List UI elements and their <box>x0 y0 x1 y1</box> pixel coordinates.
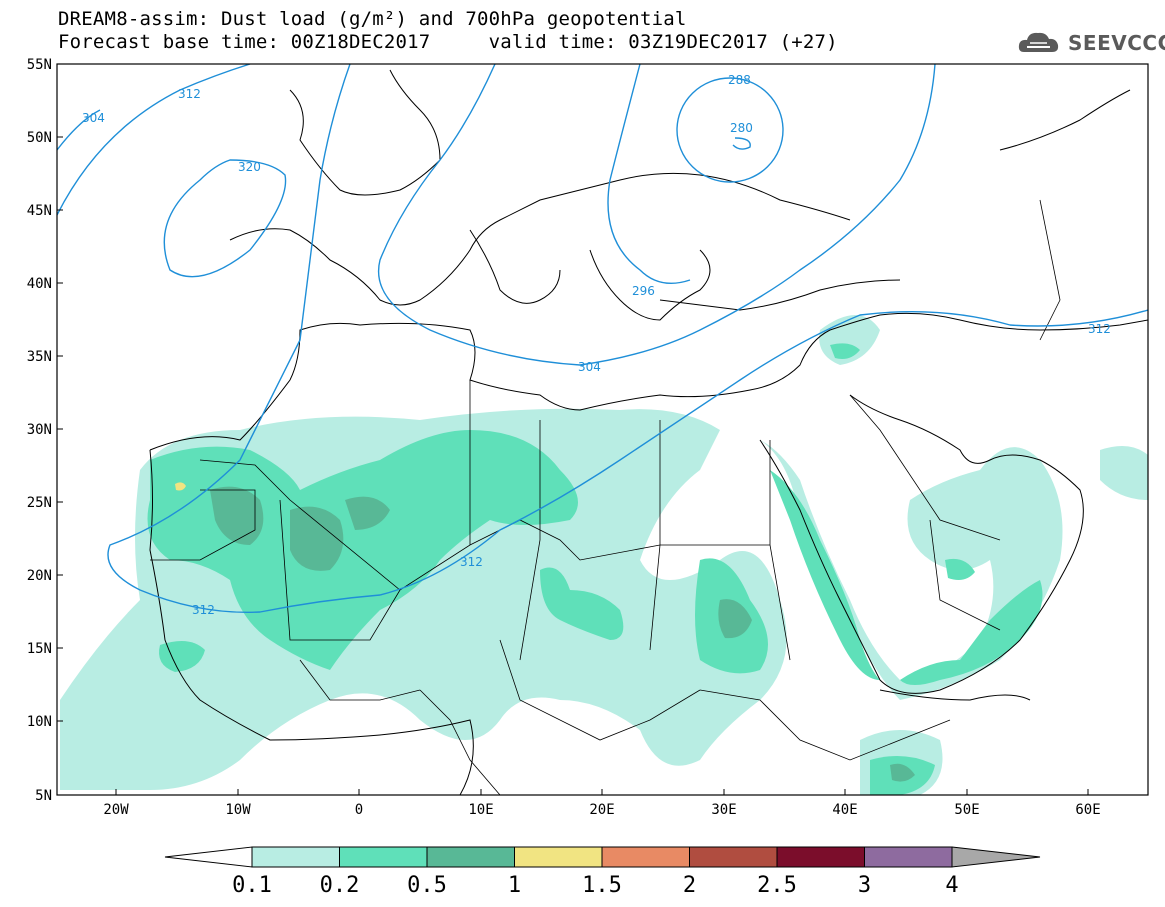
lon-label: 20E <box>589 802 614 818</box>
lat-label: 35N <box>27 349 52 365</box>
lat-label: 40N <box>27 276 52 292</box>
longitude-labels: 20W 10W 0 10E 20E 30E 40E 50E 60E <box>103 802 1100 818</box>
lon-label: 60E <box>1075 802 1100 818</box>
colorbar-label: 0.5 <box>407 873 447 898</box>
contour-label: 312 <box>1088 322 1111 336</box>
contour-label: 312 <box>192 603 215 617</box>
contour-label: 312 <box>460 555 483 569</box>
contour-label: 320 <box>238 160 261 174</box>
lon-label: 10E <box>468 802 493 818</box>
colorbar-label: 2 <box>683 873 696 898</box>
geopotential-contours <box>57 64 1148 614</box>
contour-labels: 304 312 320 288 280 296 304 312 312 312 <box>82 73 1111 617</box>
lat-label: 50N <box>27 130 52 146</box>
lat-label: 10N <box>27 714 52 730</box>
colorbar-label: 1.5 <box>582 873 622 898</box>
colorbar-segment <box>339 846 428 868</box>
lon-label: 10W <box>225 802 251 818</box>
colorbar-segment <box>514 846 603 868</box>
country-borders <box>150 199 1061 795</box>
lon-label: 30E <box>711 802 736 818</box>
colorbar-segment <box>951 846 1041 868</box>
lon-label: 20W <box>103 802 129 818</box>
lat-label: 5N <box>35 788 52 804</box>
forecast-time-line: Forecast base time: 00Z18DEC2017 valid t… <box>58 31 838 53</box>
colorbar-segment <box>251 846 340 868</box>
colorbar-segment <box>426 846 515 868</box>
contour-label: 288 <box>728 73 751 87</box>
colorbar-labels: 0.1 0.2 0.5 1 1.5 2 2.5 3 4 <box>232 873 959 898</box>
lat-label: 30N <box>27 422 52 438</box>
lon-label: 40E <box>832 802 857 818</box>
colorbar-label: 0.2 <box>320 873 360 898</box>
colorbar-label: 0.1 <box>232 873 272 898</box>
coastlines <box>149 69 1148 795</box>
lat-label: 15N <box>27 641 52 657</box>
dust-load-field <box>60 315 1148 795</box>
lat-label: 25N <box>27 495 52 511</box>
logo-text: SEEVCCC <box>1068 31 1165 55</box>
dust-level-1 <box>175 482 186 491</box>
contour-label: 304 <box>82 111 105 125</box>
colorbar-label: 4 <box>945 873 958 898</box>
colorbar-segment <box>164 846 253 868</box>
colorbar-label: 1 <box>508 873 521 898</box>
colorbar <box>164 846 1041 868</box>
colorbar-segment <box>601 846 690 868</box>
colorbar-label: 3 <box>858 873 871 898</box>
axis-ticks <box>57 63 1089 796</box>
contour-label: 280 <box>730 121 753 135</box>
latitude-labels: 55N 50N 45N 40N 35N 30N 25N 20N 15N 10N … <box>27 57 52 804</box>
contour-label: 296 <box>632 284 655 298</box>
colorbar-segment <box>689 846 778 868</box>
cloud-icon <box>1018 32 1059 52</box>
contour-label: 304 <box>578 360 601 374</box>
lat-label: 55N <box>27 57 52 73</box>
colorbar-segment <box>776 846 865 868</box>
lat-label: 20N <box>27 568 52 584</box>
contour-label: 312 <box>178 87 201 101</box>
colorbar-label: 2.5 <box>757 873 797 898</box>
lon-label: 0 <box>355 802 363 818</box>
map-title: DREAM8-assim: Dust load (g/m²) and 700hP… <box>58 8 687 30</box>
colorbar-segment <box>864 846 953 868</box>
dust-level-0.5 <box>210 486 915 782</box>
lat-label: 45N <box>27 203 52 219</box>
lon-label: 50E <box>954 802 979 818</box>
seevccc-logo <box>1018 32 1059 52</box>
